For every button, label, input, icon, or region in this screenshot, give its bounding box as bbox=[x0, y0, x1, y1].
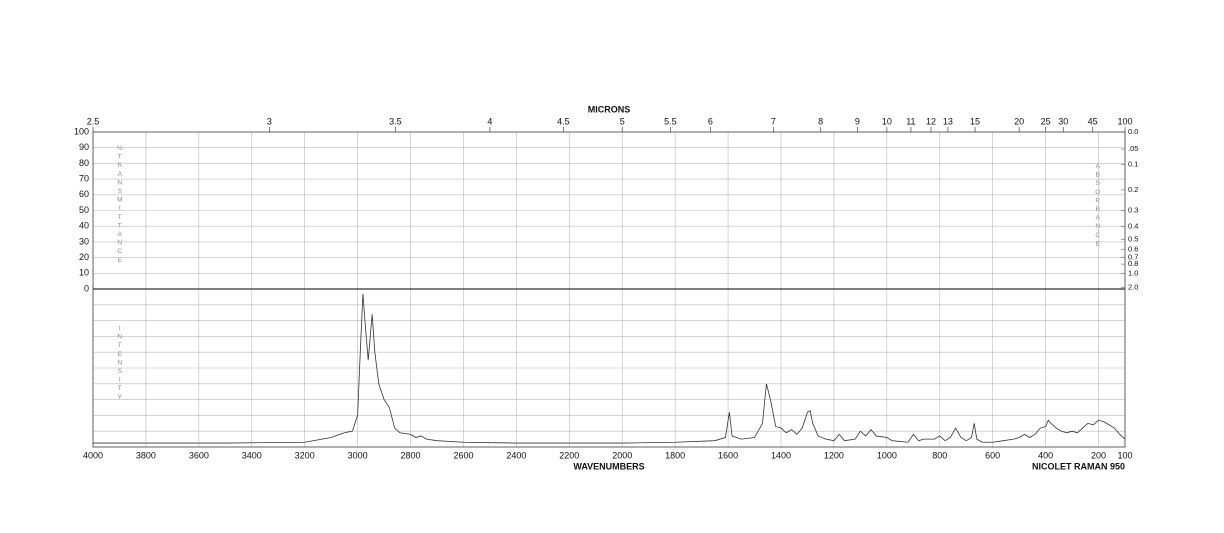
x2-tick-label: 10 bbox=[882, 116, 892, 126]
x-tick-label: 2600 bbox=[453, 450, 473, 460]
y2-tick-label: .05 bbox=[1128, 144, 1138, 153]
y2-tick-label: 0.4 bbox=[1128, 221, 1138, 230]
y-tick-label: 60 bbox=[79, 189, 89, 199]
y2-tick-label: 1.0 bbox=[1128, 268, 1138, 277]
x-tick-label: 1000 bbox=[877, 450, 897, 460]
x-axis-title: WAVENUMBERS bbox=[573, 461, 644, 471]
y2-tick-label: 0.8 bbox=[1128, 259, 1138, 268]
y2-tick-label: 2.0 bbox=[1128, 282, 1138, 291]
x2-tick-label: 15 bbox=[970, 116, 980, 126]
x2-tick-label: 8 bbox=[818, 116, 823, 126]
y-tick-label: 70 bbox=[79, 173, 89, 183]
y-tick-label: 80 bbox=[79, 158, 89, 168]
x-tick-label: 2000 bbox=[612, 450, 632, 460]
x2-tick-label: 12 bbox=[926, 116, 936, 126]
y2-axis-title: ABSORBANCE bbox=[1094, 163, 1101, 249]
x2-tick-label: 3 bbox=[267, 116, 272, 126]
x-tick-label: 800 bbox=[932, 450, 947, 460]
x2-tick-label: 100 bbox=[1117, 116, 1132, 126]
x-tick-label: 3000 bbox=[348, 450, 368, 460]
spectrum-line bbox=[93, 293, 1126, 444]
x2-tick-label: 3.5 bbox=[389, 116, 402, 126]
x2-axis-title: MICRONS bbox=[588, 104, 631, 114]
y2-tick-label: 0.7 bbox=[1128, 253, 1138, 262]
y-tick-label: 10 bbox=[79, 268, 89, 278]
y-tick-label: 0 bbox=[84, 283, 89, 293]
y-tick-label: 40 bbox=[79, 221, 89, 231]
x2-tick-label: 5.5 bbox=[664, 116, 677, 126]
x-tick-label: 1800 bbox=[665, 450, 685, 460]
y-tick-label: 20 bbox=[79, 252, 89, 262]
x2-tick-label: 9 bbox=[855, 116, 860, 126]
x-tick-label: 200 bbox=[1091, 450, 1106, 460]
y2-tick-label: 0.0 bbox=[1128, 127, 1138, 136]
x-tick-label: 2800 bbox=[401, 450, 421, 460]
y2-tick-label: 0.6 bbox=[1128, 245, 1138, 254]
intensity-axis-title: INTENSITY bbox=[116, 325, 123, 402]
x-tick-label: 4000 bbox=[83, 450, 103, 460]
x-tick-label: 3800 bbox=[136, 450, 156, 460]
x2-tick-label: 20 bbox=[1014, 116, 1024, 126]
x-tick-label: 3400 bbox=[242, 450, 262, 460]
y-tick-label: 90 bbox=[79, 142, 89, 152]
y-axis-title: %TRANSMITTANCE bbox=[116, 145, 123, 265]
x2-tick-label: 11 bbox=[906, 116, 915, 126]
y2-tick-label: 0.5 bbox=[1128, 234, 1138, 243]
y-tick-label: 30 bbox=[79, 236, 89, 246]
x2-tick-label: 2.5 bbox=[87, 116, 100, 126]
x-tick-label: 3600 bbox=[189, 450, 209, 460]
x-tick-label: 400 bbox=[1038, 450, 1053, 460]
x-tick-label: 1200 bbox=[824, 450, 844, 460]
x-tick-label: 1400 bbox=[771, 450, 791, 460]
x-tick-label: 100 bbox=[1117, 450, 1132, 460]
x-tick-label: 3200 bbox=[295, 450, 315, 460]
x2-tick-label: 45 bbox=[1088, 116, 1098, 126]
y2-tick-label: 0.1 bbox=[1128, 159, 1138, 168]
x2-tick-label: 6 bbox=[708, 116, 713, 126]
x2-tick-label: 25 bbox=[1041, 116, 1051, 126]
y2-tick-label: 0.2 bbox=[1128, 185, 1138, 194]
x-tick-label: 600 bbox=[985, 450, 1000, 460]
y2-tick-label: 0.3 bbox=[1128, 205, 1138, 214]
x2-tick-label: 4 bbox=[487, 116, 492, 126]
y-tick-label: 100 bbox=[74, 126, 89, 136]
x2-tick-label: 5 bbox=[620, 116, 625, 126]
x-tick-label: 2400 bbox=[506, 450, 526, 460]
y-tick-label: 50 bbox=[79, 205, 89, 215]
x2-tick-label: 4.5 bbox=[557, 116, 570, 126]
x2-tick-label: 7 bbox=[771, 116, 776, 126]
x2-tick-label: 13 bbox=[943, 116, 953, 126]
footer: NICOLET RAMAN 950 bbox=[1032, 461, 1125, 471]
x-tick-label: 2200 bbox=[559, 450, 579, 460]
x-tick-label: 1600 bbox=[718, 450, 738, 460]
x2-tick-label: 30 bbox=[1058, 116, 1068, 126]
